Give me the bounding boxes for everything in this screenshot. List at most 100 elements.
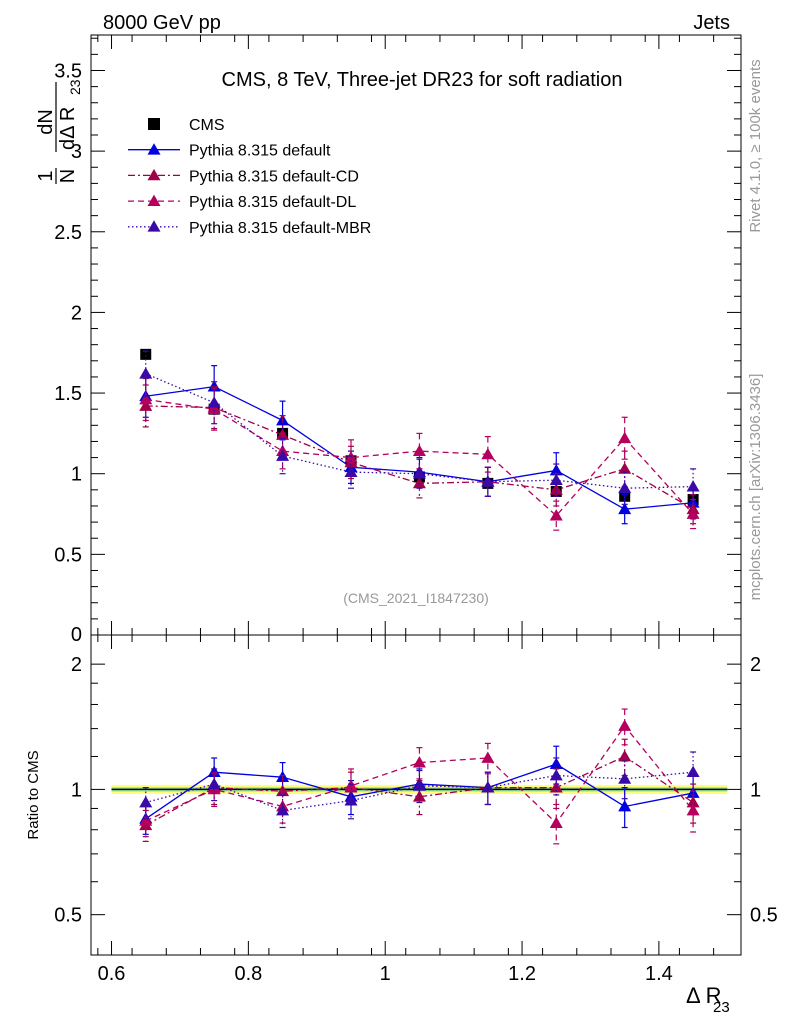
legend-item-mbr: Pythia 8.315 default-MBR xyxy=(128,220,371,237)
x-tick-label: 0.8 xyxy=(234,963,262,985)
ratio-y-tick-label-right: 2 xyxy=(750,654,761,676)
legend-item-dl: Pythia 8.315 default-DL xyxy=(128,194,356,211)
mcplots-label: mcplots.cern.ch [arXiv:1306.3436] xyxy=(747,374,764,601)
y-axis-label-main: 1 N dN dΔ R 23 xyxy=(35,79,83,184)
main-point xyxy=(618,431,632,444)
ratio-point xyxy=(276,784,290,797)
ratio-point xyxy=(481,781,495,793)
main-point xyxy=(686,507,700,519)
main-point xyxy=(207,396,221,408)
x-axis-label: Δ R xyxy=(686,983,721,1008)
main-point xyxy=(276,449,290,461)
main-line-dl xyxy=(145,398,694,517)
main-point xyxy=(549,509,563,521)
x-tick-label: 1 xyxy=(380,963,391,985)
ratio-series-mbr xyxy=(139,751,700,829)
axis-ticks: 0.5 1 1.5 2 2.5 3 3.5 0 0.5 0.5 1 1 2 2 0.6 0.8 1 1.2 1.4 xyxy=(54,35,778,985)
main-y-tick-label: 2.5 xyxy=(54,222,82,244)
ratio-point xyxy=(344,794,358,806)
main-point xyxy=(207,402,221,415)
y-axis-label-one: 1 xyxy=(35,170,57,181)
ratio-point xyxy=(481,751,495,763)
ratio-point xyxy=(139,796,153,808)
y-axis-label-ratio: Ratio to CMS xyxy=(25,750,42,839)
main-point xyxy=(686,480,700,492)
ratio-point xyxy=(618,799,632,812)
rivet-version-label: Rivet 4.1.0, ≥ 100k events xyxy=(747,59,764,232)
legend-marker-triangle xyxy=(147,194,161,206)
legend-marker-triangle xyxy=(147,220,161,232)
ratio-point xyxy=(686,765,700,778)
ratio-y-tick-label-right: 0.5 xyxy=(750,905,778,927)
analysis-id: (CMS_2021_I1847230) xyxy=(343,590,489,606)
y-axis-label-d: dΔ R xyxy=(57,107,79,150)
legend-marker-triangle xyxy=(147,168,161,181)
main-y-tick-label-zero: 0 xyxy=(71,624,82,646)
main-series-layer xyxy=(139,348,700,531)
ratio-plot-frame xyxy=(90,634,742,956)
ratio-point xyxy=(276,803,290,816)
main-y-tick-label: 3 xyxy=(71,141,82,163)
legend-item-cms: CMS xyxy=(148,117,225,134)
legend-item-cd: Pythia 8.315 default-CD xyxy=(128,168,359,185)
main-y-tick-label: 1.5 xyxy=(54,383,82,405)
main-point xyxy=(412,467,426,479)
main-y-tick-label: 0.5 xyxy=(54,544,82,566)
main-point xyxy=(139,367,153,379)
header-right: Jets xyxy=(693,12,730,34)
main-point xyxy=(618,462,632,474)
legend-label: CMS xyxy=(189,117,225,134)
ratio-y-tick-label: 1 xyxy=(71,779,82,801)
legend-label: Pythia 8.315 default-CD xyxy=(189,168,359,185)
main-point xyxy=(412,476,426,489)
ratio-point xyxy=(686,803,700,816)
ratio-y-tick-label-right: 1 xyxy=(750,779,761,801)
main-point xyxy=(549,463,563,476)
y-axis-label-dn: dN xyxy=(35,109,57,135)
y-axis-label-n: N xyxy=(57,169,79,183)
legend-label: Pythia 8.315 default-MBR xyxy=(189,220,371,237)
main-point xyxy=(344,465,358,477)
main-point xyxy=(412,444,426,457)
main-series-dl xyxy=(139,377,700,531)
ratio-point xyxy=(618,719,632,731)
ratio-y-tick-label: 0.5 xyxy=(54,905,82,927)
main-point xyxy=(139,393,153,405)
legend-label: Pythia 8.315 default xyxy=(189,143,331,160)
ratio-point xyxy=(618,749,632,762)
main-point xyxy=(618,502,632,515)
x-tick-label: 1.4 xyxy=(645,963,673,985)
ratio-line-dl xyxy=(145,724,694,825)
main-point xyxy=(549,473,563,486)
main-y-tick-label: 1 xyxy=(71,464,82,486)
x-tick-label: 1.2 xyxy=(508,963,536,985)
ratio-point xyxy=(412,779,426,791)
main-point xyxy=(481,447,495,460)
legend-marker-triangle xyxy=(147,143,161,155)
x-tick-label: 0.6 xyxy=(98,963,126,985)
main-point xyxy=(481,475,495,487)
plot-title: CMS, 8 TeV, Three-jet DR23 for soft radi… xyxy=(222,69,623,91)
legend-marker-square xyxy=(148,118,160,130)
legend-item-default: Pythia 8.315 default xyxy=(128,143,331,160)
ratio-line-cd xyxy=(145,755,694,826)
ratio-series-layer xyxy=(139,708,700,845)
main-y-tick-label: 3.5 xyxy=(54,60,82,82)
main-cms-point xyxy=(140,348,152,360)
ratio-point xyxy=(207,777,221,789)
legend-label: Pythia 8.315 default-DL xyxy=(189,194,356,211)
ratio-point xyxy=(412,756,426,768)
main-series-mbr xyxy=(139,350,700,505)
legend: CMS Pythia 8.315 default Pythia 8.315 defa… xyxy=(128,117,371,237)
ratio-point xyxy=(549,769,563,781)
y-axis-label-sub: 23 xyxy=(67,79,83,95)
ratio-point xyxy=(549,816,563,828)
ratio-point xyxy=(618,772,632,784)
x-axis-label-sub: 23 xyxy=(713,999,730,1016)
main-point xyxy=(618,481,632,494)
header-left: 8000 GeV pp xyxy=(103,12,221,34)
main-point xyxy=(139,399,153,411)
ratio-y-tick-label: 2 xyxy=(71,654,82,676)
main-y-tick-label: 2 xyxy=(71,302,82,324)
